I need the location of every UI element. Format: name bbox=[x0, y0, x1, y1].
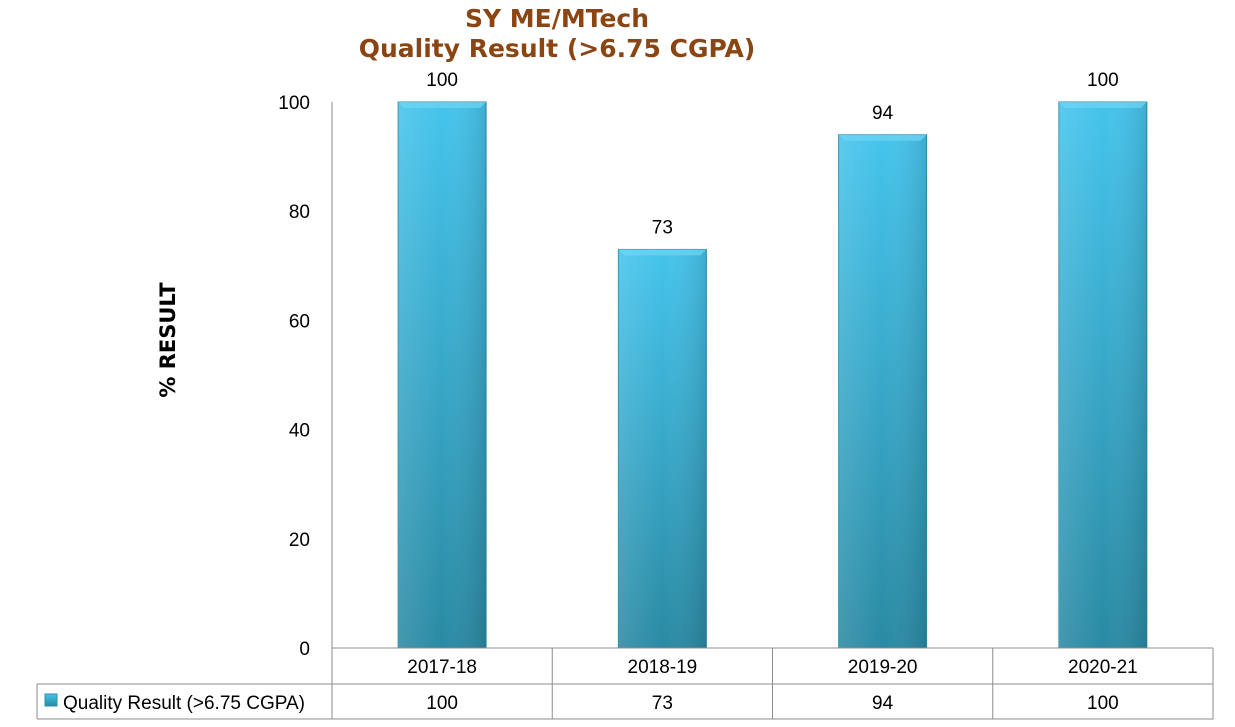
table-value: 100 bbox=[1087, 693, 1119, 714]
bar-shade-2018-19 bbox=[618, 249, 707, 649]
bar-shade-2017-18 bbox=[398, 102, 487, 648]
chart-title: SY ME/MTech bbox=[465, 4, 649, 33]
data-label: 100 bbox=[426, 70, 458, 91]
y-axis-label: % RESULT bbox=[156, 282, 180, 398]
bar-cap-2020-21 bbox=[1058, 102, 1147, 108]
table-value: 100 bbox=[426, 693, 458, 714]
bars bbox=[397, 101, 1148, 649]
x-tick-label: 2017-18 bbox=[407, 657, 477, 678]
x-tick-label: 2020-21 bbox=[1068, 657, 1138, 678]
data-label: 94 bbox=[872, 103, 894, 124]
x-tick-label: 2018-19 bbox=[628, 657, 698, 678]
bar-shade-2020-21 bbox=[1058, 102, 1147, 648]
data-labels: 100 73 94 100 bbox=[426, 70, 1118, 238]
data-label: 100 bbox=[1087, 70, 1119, 91]
y-tick-labels: 0 20 40 60 80 100 bbox=[278, 93, 310, 660]
data-label: 73 bbox=[652, 217, 673, 238]
table-value: 94 bbox=[872, 693, 894, 714]
y-tick-label: 100 bbox=[278, 93, 310, 114]
y-tick-label: 60 bbox=[289, 311, 310, 332]
bar-cap-2018-19 bbox=[618, 249, 707, 256]
legend-key bbox=[44, 693, 58, 707]
bar-cap-2017-18 bbox=[398, 102, 487, 108]
chart-subtitle: Quality Result (>6.75 CGPA) bbox=[359, 34, 756, 63]
y-tick-label: 80 bbox=[289, 202, 310, 223]
y-tick-label: 20 bbox=[289, 530, 310, 551]
y-tick-label: 40 bbox=[289, 421, 310, 442]
legend-series-name: Quality Result (>6.75 CGPA) bbox=[63, 693, 305, 714]
bar-cap-2019-20 bbox=[838, 134, 927, 141]
y-tick-label: 0 bbox=[299, 639, 310, 660]
bar-shade-2019-20 bbox=[838, 134, 927, 648]
x-tick-label: 2019-20 bbox=[848, 657, 918, 678]
table-value: 73 bbox=[652, 693, 673, 714]
data-table: 2017-18 2018-19 2019-20 2020-21 Quality Resu… bbox=[36, 647, 1214, 720]
